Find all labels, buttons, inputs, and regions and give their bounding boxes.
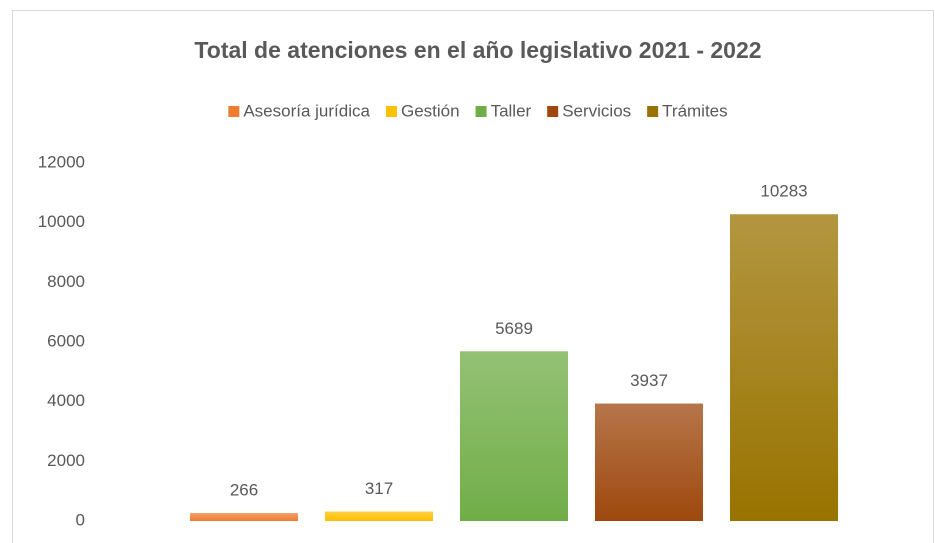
data-label: 10283 [760, 182, 807, 201]
y-tick-label: 4000 [47, 391, 85, 410]
legend-label: Taller [491, 101, 532, 120]
legend-label: Asesoría jurídica [243, 101, 370, 120]
data-label: 317 [365, 479, 393, 498]
legend-swatch [385, 106, 397, 117]
data-label: 3937 [630, 371, 668, 390]
y-tick-label: 10000 [38, 212, 85, 231]
legend-swatch [547, 106, 559, 117]
bar [730, 214, 838, 522]
bar [595, 403, 703, 521]
data-label: 5689 [495, 319, 533, 338]
chart-title: Total de atenciones en el año legislativ… [194, 37, 761, 63]
y-tick-label: 2000 [47, 451, 85, 470]
y-tick-label: 8000 [47, 272, 85, 291]
y-tick-label: 6000 [47, 331, 85, 350]
legend-label: Trámites [662, 101, 728, 120]
y-tick-label: 12000 [38, 152, 85, 171]
y-tick-label: 0 [76, 510, 85, 529]
legend-swatch [228, 106, 240, 117]
legend-label: Servicios [562, 101, 631, 120]
legend-label: Gestión [401, 101, 460, 120]
legend-swatch [475, 106, 487, 117]
legend-swatch [647, 106, 659, 117]
data-label: 266 [230, 481, 258, 500]
bar [190, 513, 298, 521]
bar [460, 351, 568, 521]
bar [325, 511, 433, 521]
